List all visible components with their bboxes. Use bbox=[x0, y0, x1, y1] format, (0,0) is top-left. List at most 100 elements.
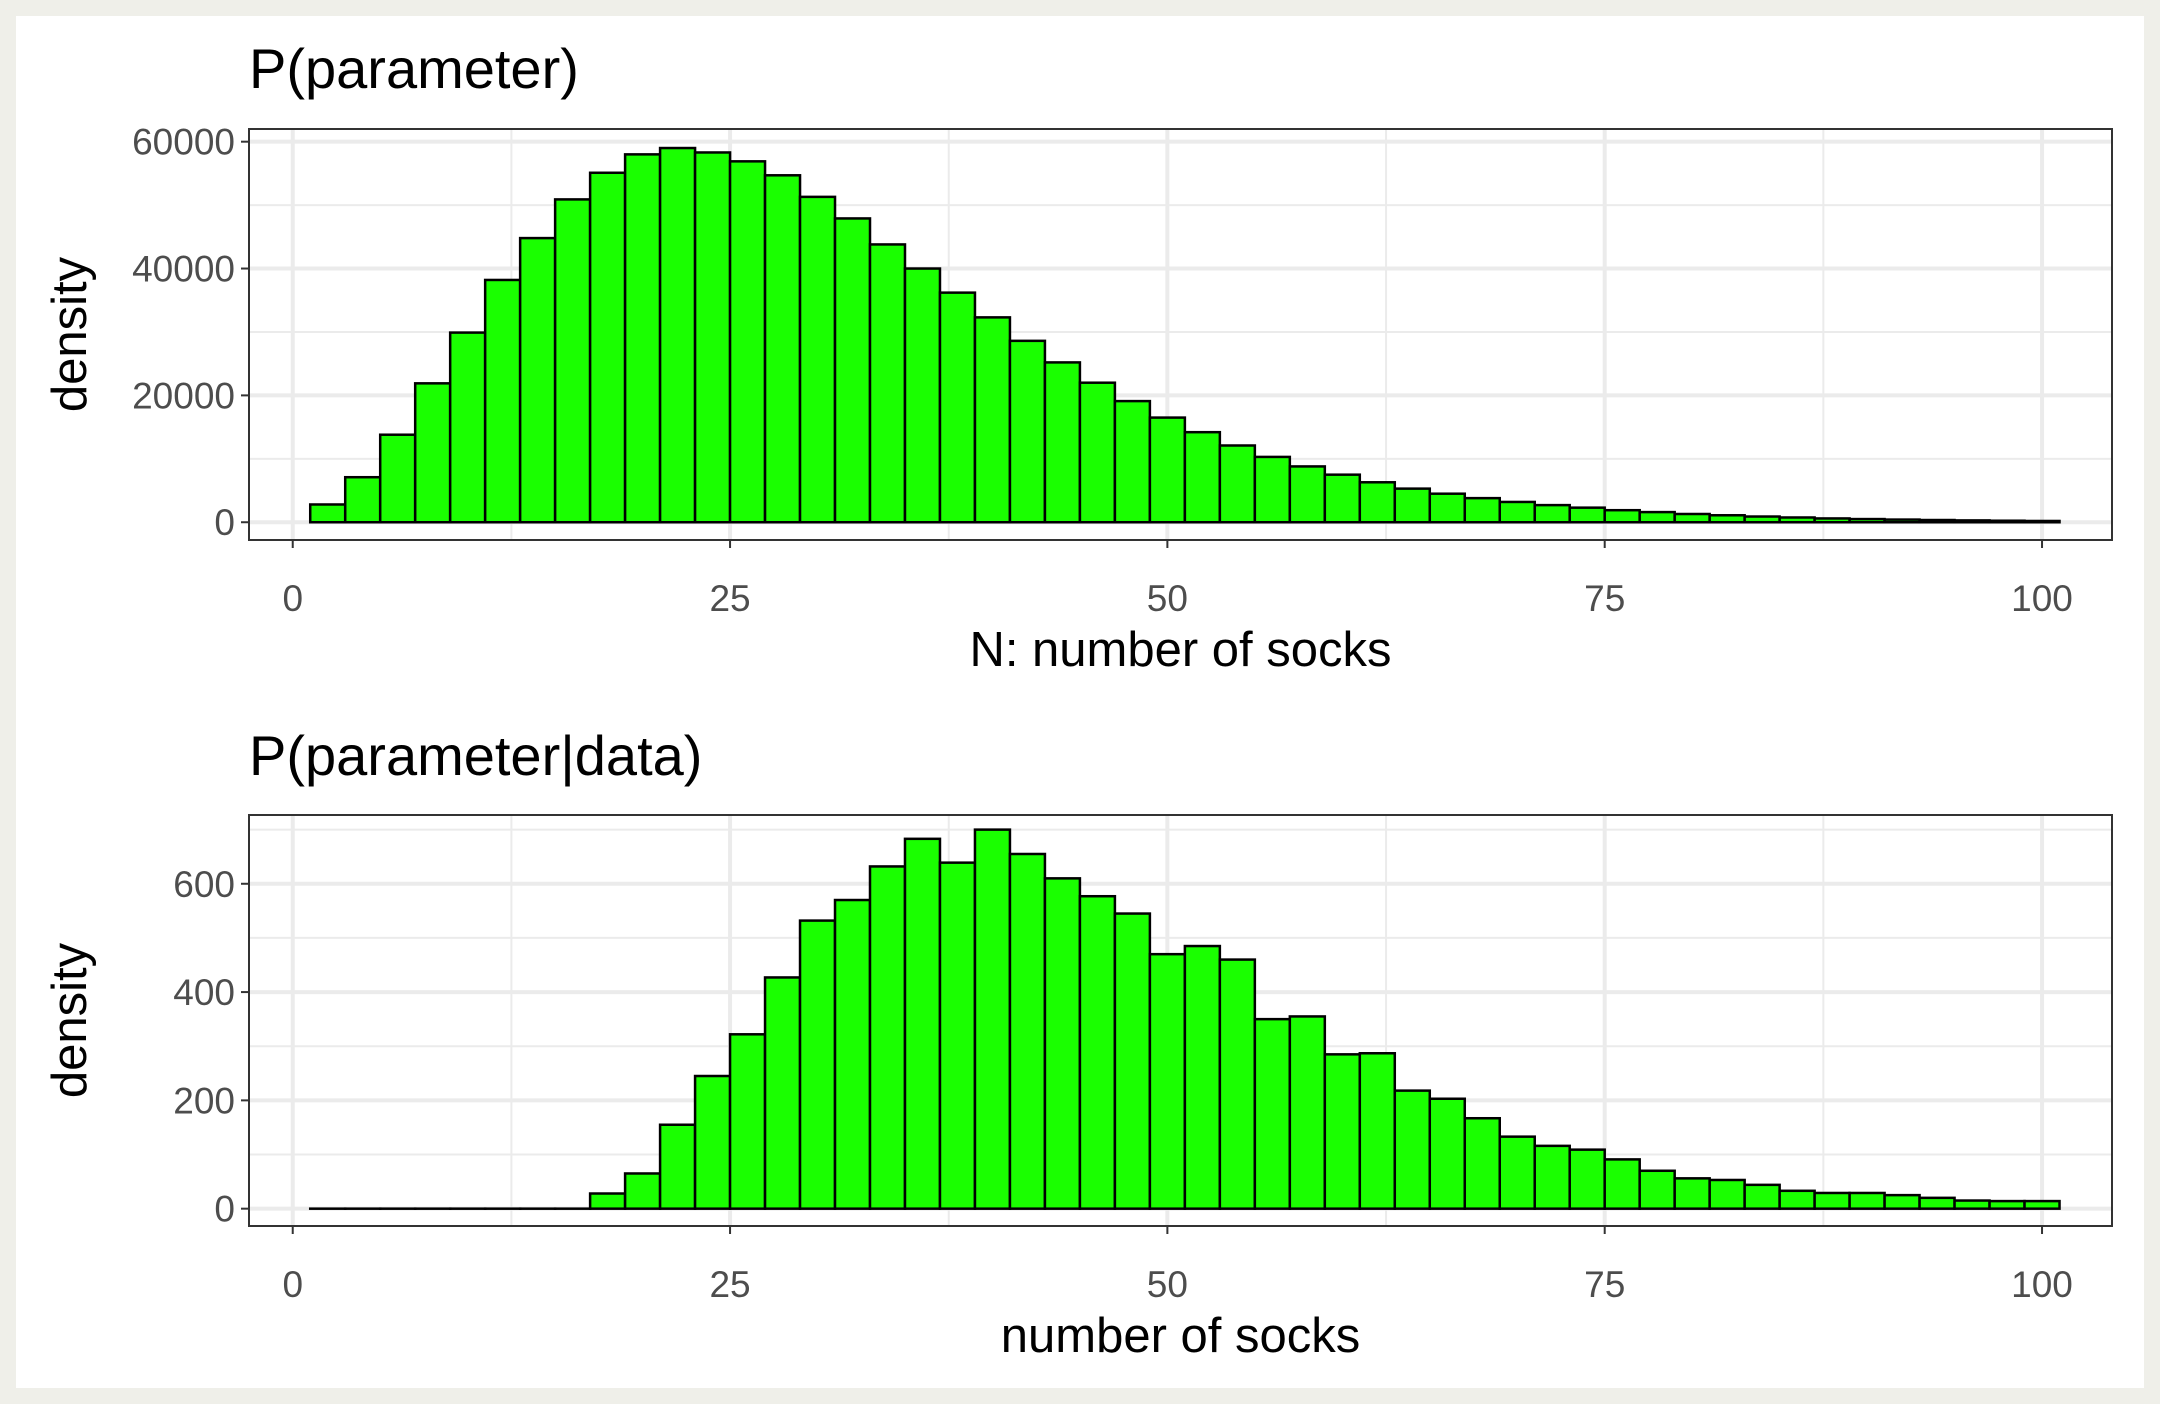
histogram-bar bbox=[1288, 1015, 1327, 1210]
histogram-bar bbox=[448, 331, 487, 524]
x-tick-label: 50 bbox=[1147, 578, 1188, 619]
histogram-bar bbox=[623, 153, 662, 524]
figure: 0 25 50 75 100 0 20000 40000 60000 P(parameter) N:… bbox=[16, 16, 2144, 1388]
histogram-bar bbox=[973, 828, 1012, 1210]
histogram-bar bbox=[1813, 517, 1851, 524]
histogram-bar bbox=[378, 433, 417, 524]
histogram-bar bbox=[1533, 503, 1571, 524]
histogram-bar bbox=[1393, 1089, 1432, 1210]
histogram-bar bbox=[1813, 1191, 1851, 1210]
histogram-bar bbox=[1708, 514, 1746, 524]
histogram-bar bbox=[413, 382, 452, 524]
histogram-bar bbox=[938, 291, 977, 524]
histogram-bar bbox=[1078, 381, 1117, 524]
histogram-bar bbox=[308, 503, 347, 524]
histogram-bar bbox=[1638, 510, 1676, 524]
histogram-bar bbox=[1288, 465, 1327, 524]
histogram-bar bbox=[483, 278, 522, 524]
histogram-bar bbox=[938, 861, 977, 1210]
histogram-bar bbox=[1218, 958, 1257, 1210]
histogram-bar bbox=[1918, 1196, 1956, 1210]
x-tick-label: 0 bbox=[282, 1264, 303, 1305]
x-tick-label: 25 bbox=[709, 1264, 750, 1305]
histogram-bar bbox=[903, 837, 942, 1210]
histogram-bar bbox=[1778, 1189, 1816, 1210]
histogram-bar bbox=[1113, 912, 1152, 1210]
x-tick-label: 100 bbox=[2011, 1264, 2073, 1305]
histogram-bar bbox=[1743, 1183, 1781, 1210]
histogram-bar bbox=[1323, 473, 1362, 524]
histogram-bar bbox=[1428, 1097, 1467, 1210]
histogram-bar bbox=[1393, 487, 1432, 524]
histogram-bar bbox=[658, 146, 697, 524]
histogram-bar bbox=[1848, 1191, 1886, 1210]
histogram-bar bbox=[1778, 516, 1816, 524]
histogram-bar bbox=[1358, 481, 1397, 524]
histogram-bar bbox=[1043, 877, 1082, 1210]
y-axis-title: density bbox=[43, 942, 97, 1098]
histogram-bar bbox=[1603, 508, 1641, 524]
histogram-bar bbox=[1988, 519, 2026, 524]
x-axis-title: number of socks bbox=[1001, 1309, 1361, 1363]
histogram-bar bbox=[1113, 399, 1152, 524]
histogram-bar bbox=[1673, 512, 1711, 524]
histogram-bar bbox=[1358, 1052, 1397, 1210]
histogram-bar bbox=[553, 198, 592, 524]
histogram-bar bbox=[623, 1172, 662, 1210]
histogram-bar bbox=[588, 1192, 627, 1210]
histogram-bar bbox=[1498, 500, 1536, 524]
y-tick-label: 60000 bbox=[132, 122, 235, 163]
histogram-bar bbox=[1883, 1193, 1921, 1210]
x-tick-label: 50 bbox=[1147, 1264, 1188, 1305]
histogram-bar bbox=[1603, 1158, 1641, 1210]
histogram-bar bbox=[1148, 416, 1187, 524]
histogram-bar bbox=[1568, 506, 1606, 524]
histogram-bar bbox=[1498, 1135, 1536, 1210]
x-tick-label: 0 bbox=[282, 578, 303, 619]
histogram-bar bbox=[1183, 944, 1222, 1210]
x-tick-label: 100 bbox=[2011, 578, 2073, 619]
histogram-bar bbox=[868, 243, 907, 524]
histogram-bar bbox=[973, 316, 1012, 524]
histogram-bar bbox=[343, 475, 382, 524]
chart-title: P(parameter) bbox=[249, 37, 579, 100]
histogram-bar bbox=[1183, 430, 1222, 524]
x-tick-label: 25 bbox=[709, 578, 750, 619]
y-tick-label: 0 bbox=[214, 502, 235, 543]
histogram-bar bbox=[728, 160, 767, 524]
histogram-bar bbox=[1533, 1144, 1571, 1210]
histogram-bar bbox=[1673, 1177, 1711, 1210]
histogram-bar bbox=[1078, 894, 1117, 1210]
panel-border bbox=[248, 814, 2113, 1227]
histogram-bar bbox=[693, 151, 732, 524]
histogram-bar bbox=[1253, 455, 1292, 524]
histogram-bar bbox=[1918, 518, 1956, 524]
histogram-bar bbox=[2023, 519, 2061, 524]
panel-1: 0 25 50 75 100 0 20000 40000 60000 P(parameter) N:… bbox=[43, 37, 2113, 677]
histogram-bar bbox=[1708, 1178, 1746, 1210]
histogram-bar bbox=[518, 236, 557, 524]
chart-title: P(parameter|data) bbox=[249, 724, 702, 787]
histogram-bar bbox=[903, 267, 942, 524]
histogram-bar bbox=[1988, 1199, 2026, 1210]
y-tick-label: 20000 bbox=[132, 375, 235, 416]
histogram-bar bbox=[763, 976, 802, 1210]
histogram-bar bbox=[1323, 1053, 1362, 1210]
y-tick-label: 200 bbox=[173, 1080, 235, 1121]
histogram-bar bbox=[1638, 1169, 1676, 1210]
histogram-bar bbox=[693, 1074, 732, 1210]
histogram-bar bbox=[1428, 492, 1467, 524]
histogram-bar bbox=[1953, 1199, 1991, 1210]
histogram-bar bbox=[2023, 1199, 2061, 1210]
x-tick-label: 75 bbox=[1584, 578, 1625, 619]
x-tick-label: 75 bbox=[1584, 1264, 1625, 1305]
x-axis-title: N: number of socks bbox=[969, 623, 1391, 677]
histogram-bar bbox=[833, 898, 872, 1210]
y-tick-label: 400 bbox=[173, 972, 235, 1013]
histogram-bar bbox=[1463, 496, 1501, 524]
histogram-bar bbox=[1953, 519, 1991, 524]
histogram-bar bbox=[1043, 361, 1082, 524]
histogram-bar bbox=[1253, 1017, 1292, 1210]
y-tick-label: 600 bbox=[173, 864, 235, 905]
histogram-bar bbox=[1008, 852, 1047, 1210]
